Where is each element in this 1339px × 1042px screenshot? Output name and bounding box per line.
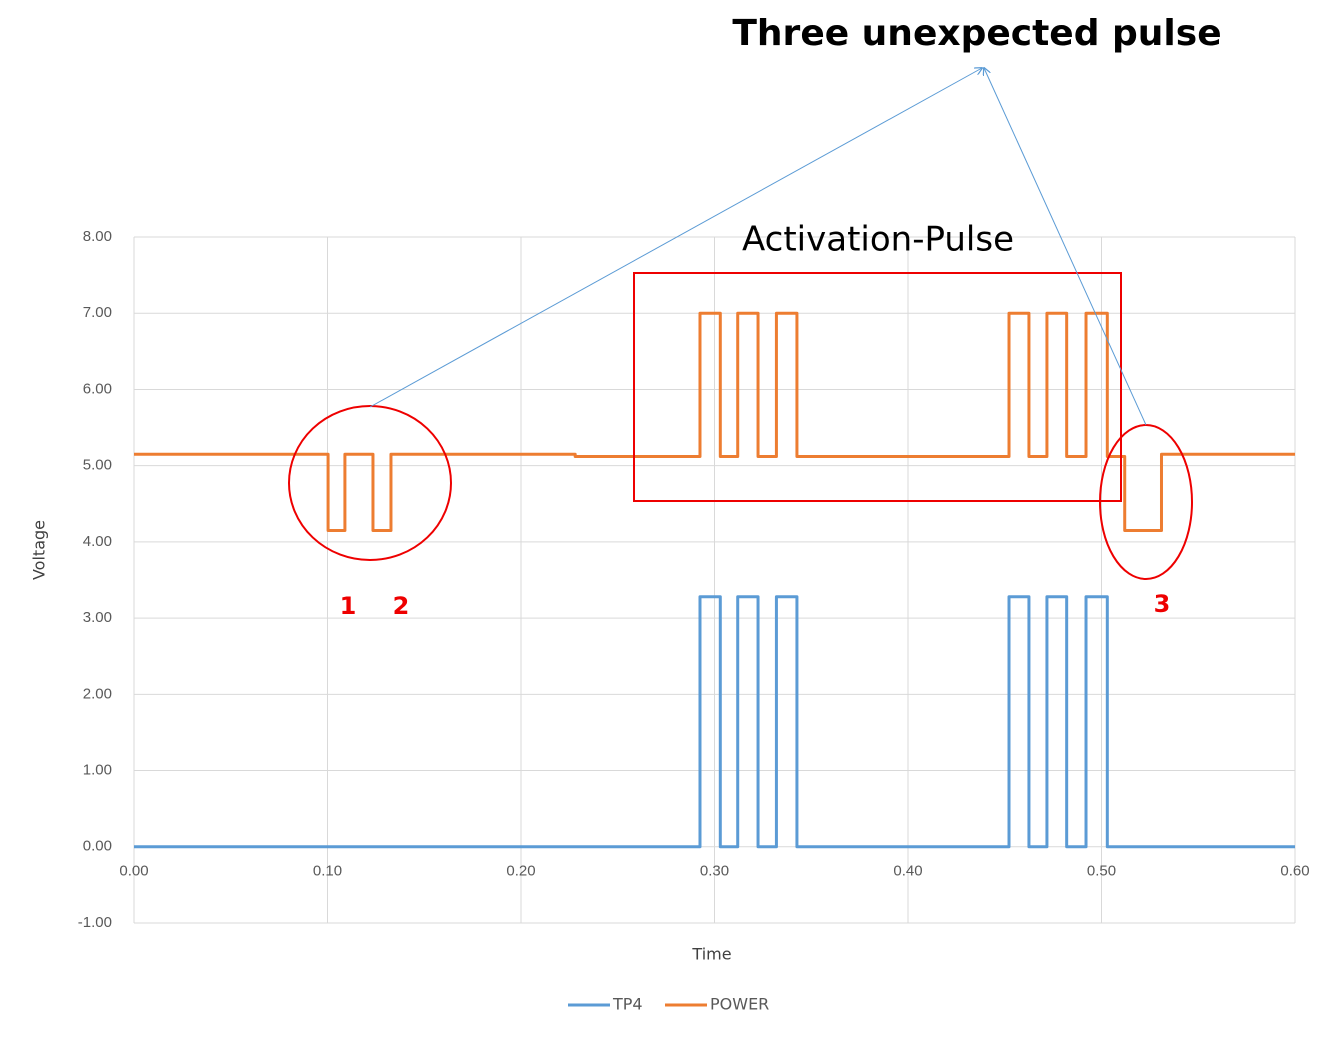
x-tick-label: 0.00 xyxy=(119,863,148,880)
x-axis-label: Time xyxy=(691,945,731,964)
x-tick-label: 0.30 xyxy=(700,863,729,880)
x-tick-label: 0.40 xyxy=(893,863,922,880)
y-tick-label: 2.00 xyxy=(83,685,112,702)
y-tick-label: 7.00 xyxy=(83,304,112,321)
legend-label: TP4 xyxy=(612,995,643,1014)
y-tick-label: 6.00 xyxy=(83,380,112,397)
annotation: 2 xyxy=(393,592,410,620)
highlight-box xyxy=(633,272,1122,502)
highlight-circle xyxy=(288,405,452,561)
x-tick-label: 0.10 xyxy=(313,863,342,880)
annotation: 3 xyxy=(1154,590,1171,618)
chart-title: Three unexpected pulse xyxy=(732,13,1221,54)
annotation: Activation-Pulse xyxy=(742,220,1014,260)
arrow xyxy=(984,68,1147,426)
x-tick-label: 0.20 xyxy=(506,863,535,880)
y-tick-label: 8.00 xyxy=(83,228,112,245)
y-tick-label: 3.00 xyxy=(83,609,112,626)
legend-label: POWER xyxy=(710,995,769,1014)
y-tick-label: 4.00 xyxy=(83,533,112,550)
annotation: 1 xyxy=(340,592,357,620)
x-tick-label: 0.50 xyxy=(1087,863,1116,880)
x-tick-label: 0.60 xyxy=(1280,863,1309,880)
y-tick-label: -1.00 xyxy=(78,914,112,931)
arrow xyxy=(369,68,982,408)
y-tick-label: 5.00 xyxy=(83,457,112,474)
y-tick-label: 0.00 xyxy=(83,838,112,855)
series-line xyxy=(134,595,1295,849)
y-tick-label: 1.00 xyxy=(83,762,112,779)
series-line xyxy=(134,311,1295,532)
y-axis-label: Voltage xyxy=(30,520,49,580)
